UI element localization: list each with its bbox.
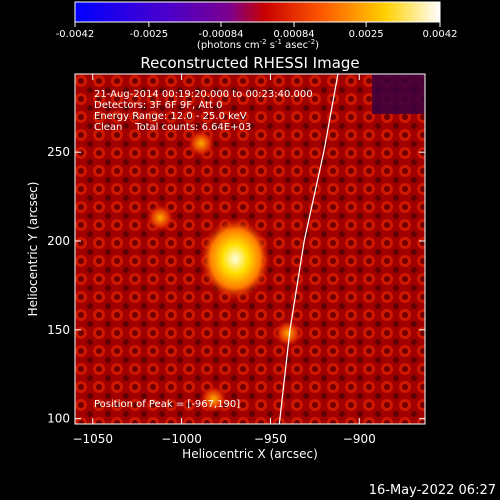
secondary-source [187,129,216,158]
colorbar-tick-label: -0.00084 [199,29,244,40]
y-tick-label: 150 [47,323,70,337]
colorbar-tick-label: -0.0025 [130,29,169,40]
x-tick-label: −1000 [161,432,202,446]
peak-source [199,216,272,301]
y-tick-label: 250 [47,145,70,159]
annotation-detectors: Detectors: 3F 6F 9F, Att 0 [94,100,222,111]
annotation-time-range: 21-Aug-2014 00:19:20.000 to 00:23:40.000 [94,89,313,100]
y-tick-label: 100 [47,412,70,426]
x-axis-label: Heliocentric X (arcsec) [182,447,318,461]
y-axis-label: Heliocentric Y (arcsec) [26,182,40,317]
colorbar-ticks: -0.0042 -0.0025 -0.00084 0.00084 0.0025 0.004… [56,22,458,40]
colorbar-unit-label: (photons cm-2 s-1 asec-2) [197,38,319,51]
secondary-sources [146,129,303,414]
annotation-peak-position: Position of Peak = [-967,190] [94,399,240,410]
image-area [75,74,425,424]
plot-frame [74,73,426,425]
colorbar [74,1,441,23]
x-tick-label: −950 [254,432,287,446]
solar-limb [278,74,339,424]
y-axis-ticks: 100 150 200 250 [47,145,425,426]
colorbar-tick-label: 0.0042 [423,29,458,40]
y-tick-label: 200 [47,234,70,248]
timestamp: 16-May-2022 06:27 [369,483,496,498]
colorbar-tick-label: -0.0042 [56,29,95,40]
colorbar-tick-label: 0.0025 [349,29,384,40]
secondary-source [199,385,228,414]
x-tick-label: −1050 [72,432,113,446]
chart-title: Reconstructed RHESSI Image [140,54,359,72]
x-axis-ticks: −1050 −1000 −950 −900 [72,74,376,446]
secondary-source [146,203,175,232]
secondary-source [274,319,303,348]
annotation-energy-range: Energy Range: 12.0 - 25.0 keV [94,111,247,122]
negative-region [372,74,425,114]
x-tick-label: −900 [343,432,376,446]
colorbar-tick-label: 0.00084 [273,29,314,40]
annotation-clean-counts: Clean Total counts: 6.64E+03 [94,122,251,133]
